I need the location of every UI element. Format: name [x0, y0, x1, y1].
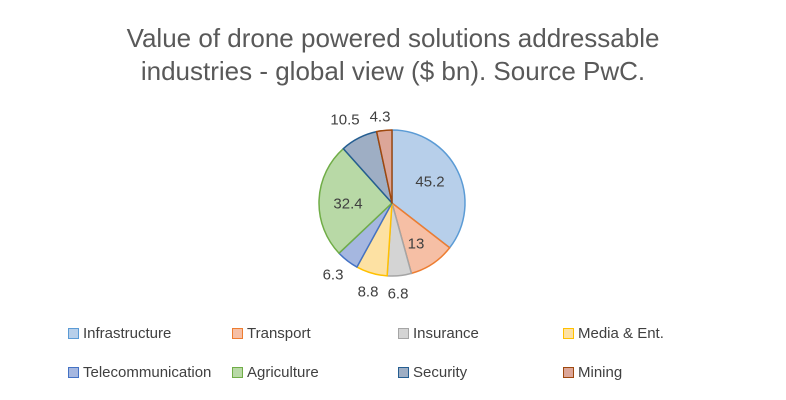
chart-title: Value of drone powered solutions address…: [0, 22, 786, 88]
data-label-mining: 4.3: [370, 109, 391, 126]
pie-slice-infrastructure: [391, 129, 466, 249]
data-label-transport: 13: [408, 236, 425, 253]
data-label-media-ent: 8.8: [358, 284, 379, 301]
chart-title-line-1: Value of drone powered solutions address…: [126, 23, 660, 53]
data-label-security: 10.5: [330, 112, 359, 129]
chart-title-line-2: industries - global view ($ bn). Source …: [140, 56, 646, 86]
data-label-insurance: 6.8: [388, 286, 409, 303]
pie-slice-mining: [375, 129, 393, 204]
pie-slice-agriculture: [318, 147, 393, 254]
data-label-infrastructure: 45.2: [415, 174, 444, 191]
data-label-telecommunication: 6.3: [323, 267, 344, 284]
data-label-agriculture: 32.4: [333, 196, 362, 213]
